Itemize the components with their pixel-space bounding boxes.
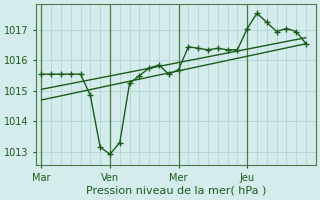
X-axis label: Pression niveau de la mer( hPa ): Pression niveau de la mer( hPa ) [86, 186, 266, 196]
